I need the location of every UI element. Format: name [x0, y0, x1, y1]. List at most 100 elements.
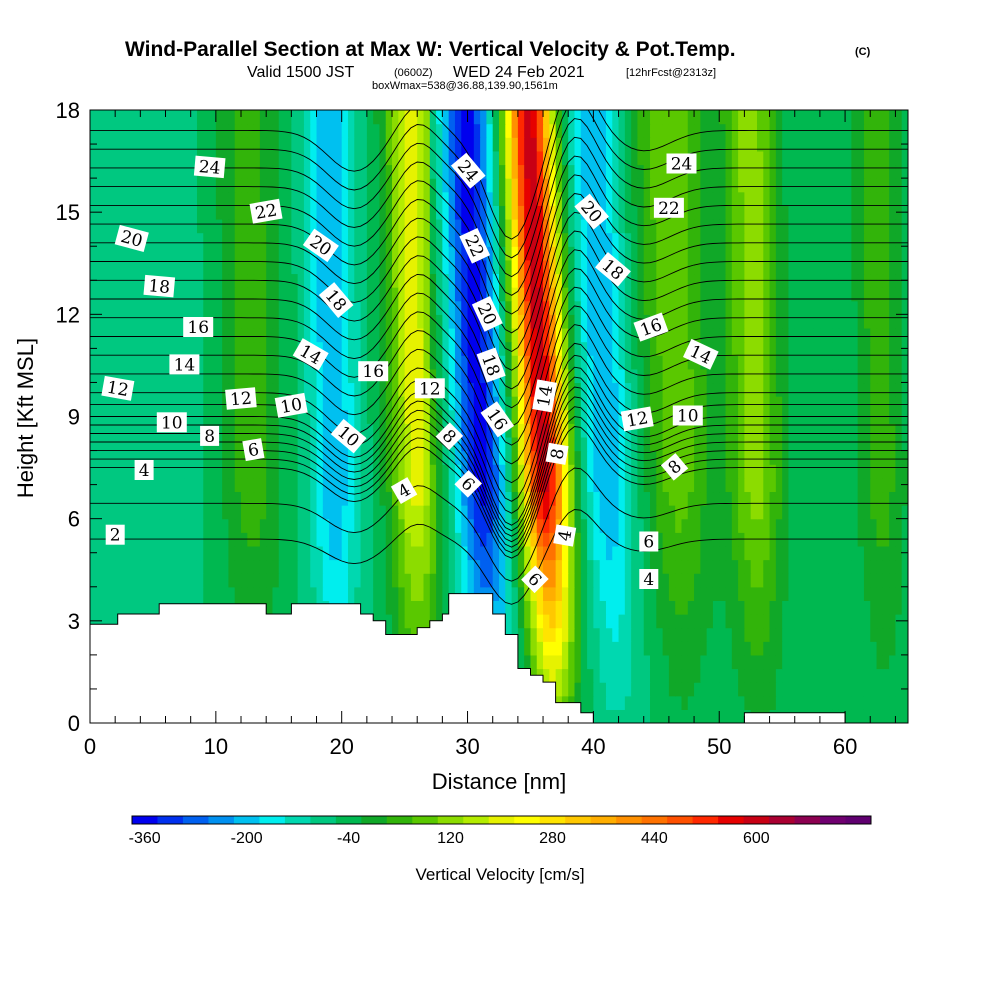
- velocity-cell: [329, 368, 336, 384]
- velocity-cell: [392, 614, 399, 629]
- velocity-cell: [228, 573, 236, 588]
- velocity-cell: [725, 464, 733, 479]
- velocity-cell: [719, 300, 727, 315]
- velocity-cell: [587, 355, 594, 370]
- velocity-cell: [738, 436, 745, 452]
- velocity-cell: [486, 396, 494, 411]
- velocity-cell: [587, 450, 594, 465]
- velocity-cell: [549, 341, 557, 356]
- velocity-cell: [234, 518, 242, 533]
- velocity-cell: [775, 682, 783, 697]
- velocity-cell: [580, 654, 588, 670]
- velocity-cell: [801, 586, 808, 601]
- velocity-cell: [511, 614, 519, 629]
- velocity-cell: [379, 518, 387, 533]
- velocity-cell: [215, 341, 223, 356]
- velocity-cell: [115, 477, 123, 493]
- velocity-cell: [580, 436, 588, 452]
- velocity-cell: [404, 396, 412, 411]
- velocity-cell: [517, 327, 525, 343]
- velocity-cell: [404, 300, 412, 315]
- velocity-cell: [146, 436, 154, 452]
- velocity-cell: [889, 287, 897, 302]
- velocity-cell: [731, 491, 739, 506]
- velocity-cell: [392, 300, 399, 315]
- velocity-cell: [700, 246, 708, 261]
- velocity-cell: [895, 668, 903, 683]
- velocity-cell: [650, 668, 657, 683]
- velocity-cell: [731, 695, 739, 710]
- velocity-cell: [857, 682, 865, 697]
- velocity-cell: [379, 586, 387, 601]
- velocity-cell: [549, 627, 557, 642]
- velocity-cell: [429, 464, 437, 479]
- velocity-cell: [838, 314, 846, 329]
- velocity-cell: [738, 246, 745, 261]
- velocity-cell: [347, 518, 355, 533]
- velocity-cell: [712, 259, 720, 275]
- velocity-cell: [178, 382, 185, 397]
- velocity-cell: [813, 545, 821, 561]
- velocity-cell: [863, 341, 871, 356]
- velocity-cell: [329, 518, 336, 533]
- velocity-cell: [744, 287, 752, 302]
- velocity-cell: [196, 355, 204, 370]
- velocity-cell: [637, 668, 645, 683]
- velocity-cell: [612, 586, 620, 601]
- velocity-cell: [851, 491, 859, 506]
- velocity-cell: [108, 464, 116, 479]
- velocity-cell: [436, 423, 443, 438]
- velocity-cell: [593, 573, 601, 588]
- velocity-cell: [310, 273, 318, 288]
- velocity-cell: [819, 368, 827, 384]
- velocity-cell: [832, 614, 840, 629]
- velocity-cell: [863, 600, 871, 615]
- velocity-cell: [366, 600, 374, 615]
- velocity-cell: [587, 368, 594, 384]
- velocity-cell: [121, 368, 129, 384]
- velocity-cell: [505, 382, 513, 397]
- velocity-cell: [373, 518, 381, 533]
- velocity-cell: [788, 600, 796, 615]
- velocity-cell: [398, 518, 406, 533]
- velocity-cell: [285, 327, 292, 343]
- velocity-cell: [140, 600, 148, 615]
- velocity-cell: [599, 273, 607, 288]
- velocity-cell: [127, 450, 135, 465]
- velocity-cell: [675, 505, 683, 520]
- velocity-cell: [303, 573, 311, 588]
- velocity-cell: [385, 355, 393, 370]
- velocity-cell: [171, 436, 179, 452]
- velocity-cell: [719, 505, 727, 520]
- velocity-cell: [568, 518, 576, 533]
- velocity-cell: [857, 450, 865, 465]
- velocity-cell: [725, 368, 733, 384]
- velocity-cell: [379, 436, 387, 452]
- velocity-cell: [555, 355, 563, 370]
- velocity-cell: [587, 327, 594, 343]
- velocity-cell: [549, 232, 557, 247]
- velocity-cell: [731, 641, 739, 656]
- velocity-cell: [429, 436, 437, 452]
- velocity-cell: [121, 600, 129, 615]
- velocity-cell: [310, 396, 318, 411]
- velocity-cell: [366, 191, 374, 206]
- velocity-cell: [492, 545, 500, 561]
- velocity-cell: [108, 300, 116, 315]
- velocity-cell: [196, 205, 204, 220]
- velocity-cell: [756, 545, 764, 561]
- velocity-cell: [549, 300, 557, 315]
- velocity-cell: [322, 191, 330, 206]
- velocity-cell: [436, 396, 443, 411]
- velocity-cell: [719, 627, 727, 642]
- velocity-cell: [379, 505, 387, 520]
- velocity-cell: [121, 464, 129, 479]
- velocity-cell: [889, 518, 897, 533]
- velocity-cell: [656, 382, 664, 397]
- velocity-cell: [656, 464, 664, 479]
- velocity-cell: [159, 559, 167, 574]
- velocity-cell: [631, 505, 639, 520]
- velocity-cell: [826, 505, 834, 520]
- velocity-cell: [285, 355, 292, 370]
- velocity-cell: [599, 641, 607, 656]
